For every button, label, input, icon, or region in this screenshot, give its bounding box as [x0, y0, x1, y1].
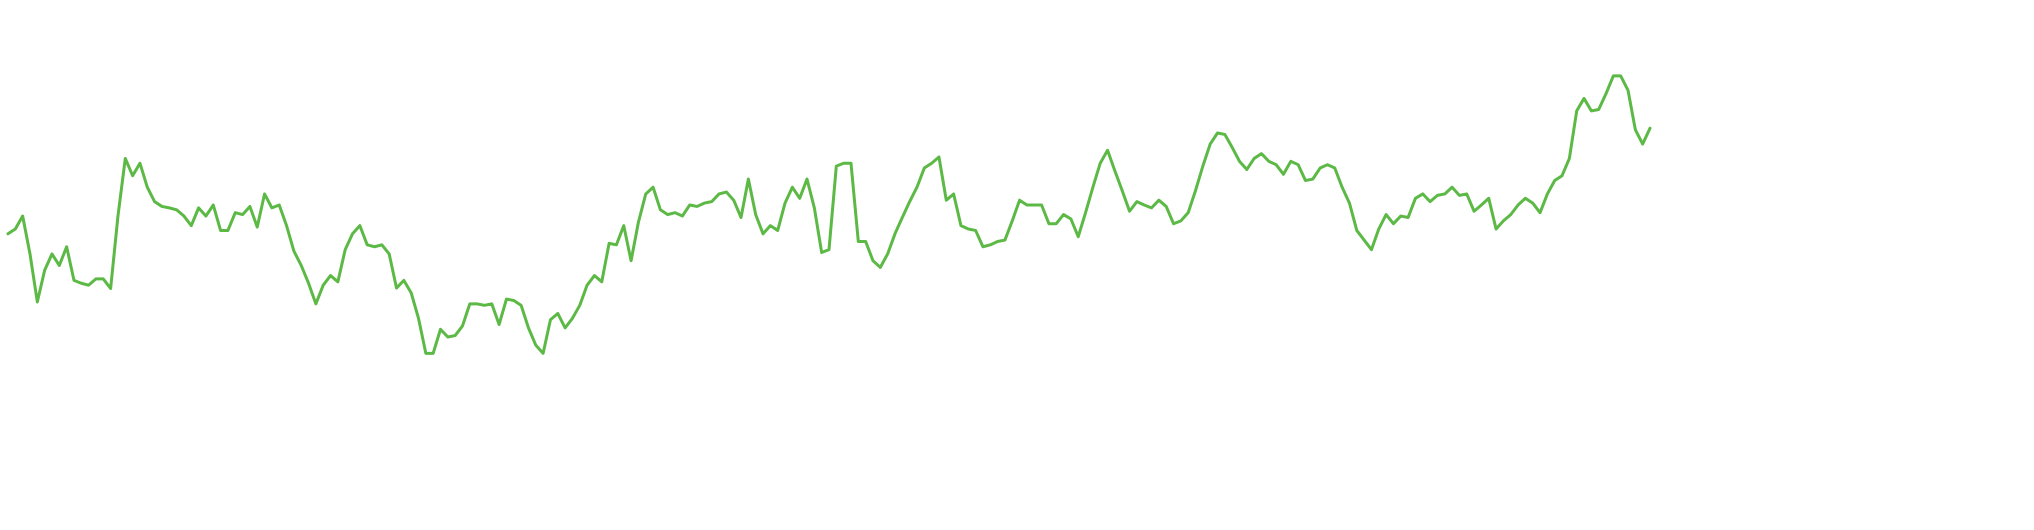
series-layer	[6, 74, 1652, 355]
series-line-0	[6, 74, 1652, 355]
